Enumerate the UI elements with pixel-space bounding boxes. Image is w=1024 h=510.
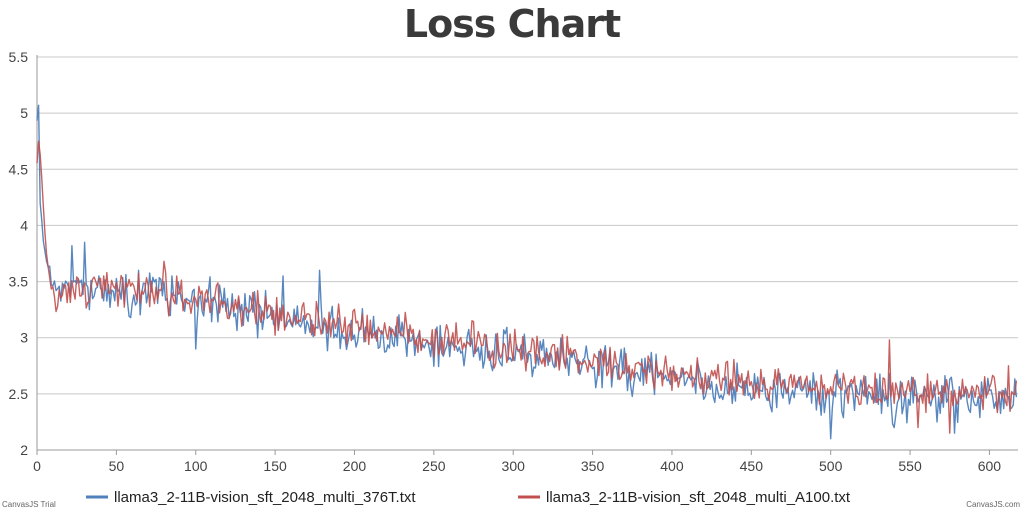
legend-label-a100: llama3_2-11B-vision_sft_2048_multi_A100.… [546,489,851,506]
y-tick-label: 5 [20,105,28,121]
legend-item-376t[interactable]: llama3_2-11B-vision_sft_2048_multi_376T.… [86,489,416,506]
x-tick-label: 600 [978,458,1002,474]
x-tick-label: 450 [740,458,764,474]
chart-title: Loss Chart [404,2,621,46]
x-tick-label: 50 [109,458,125,474]
gridlines [37,56,1018,395]
x-tick-label: 350 [581,458,605,474]
series-line-1 [36,140,1018,434]
x-tick-label: 200 [343,458,367,474]
x-tick-label: 150 [263,458,287,474]
x-tick-label: 500 [819,458,843,474]
x-tick-label: 300 [502,458,526,474]
legend: llama3_2-11B-vision_sft_2048_multi_376T.… [86,489,851,506]
y-tick-label: 5.5 [9,49,29,65]
axes [36,55,1018,455]
x-tick-label: 250 [422,458,446,474]
x-tick-label: 0 [33,458,41,474]
x-tick-label: 550 [898,458,922,474]
y-tick-labels: 2 2.5 3 3.5 4 4.5 5 5.5 [9,49,29,458]
credit-left: CanvasJS Trial [2,500,56,509]
x-tick-labels: 0 50 100 150 200 250 300 350 400 450 500 550 600 [33,458,1001,474]
x-tick-label: 100 [184,458,208,474]
y-tick-label: 4 [20,217,28,233]
y-tick-label: 2.5 [9,386,29,402]
y-tick-label: 3.5 [9,274,29,290]
y-tick-label: 2 [20,442,28,458]
legend-item-a100[interactable]: llama3_2-11B-vision_sft_2048_multi_A100.… [518,489,851,506]
y-tick-label: 4.5 [9,161,29,177]
series-layer [36,104,1018,440]
credit-right[interactable]: CanvasJS.com [966,500,1020,509]
x-tick-label: 400 [660,458,684,474]
y-tick-label: 3 [20,330,28,346]
legend-label-376t: llama3_2-11B-vision_sft_2048_multi_376T.… [114,489,416,506]
